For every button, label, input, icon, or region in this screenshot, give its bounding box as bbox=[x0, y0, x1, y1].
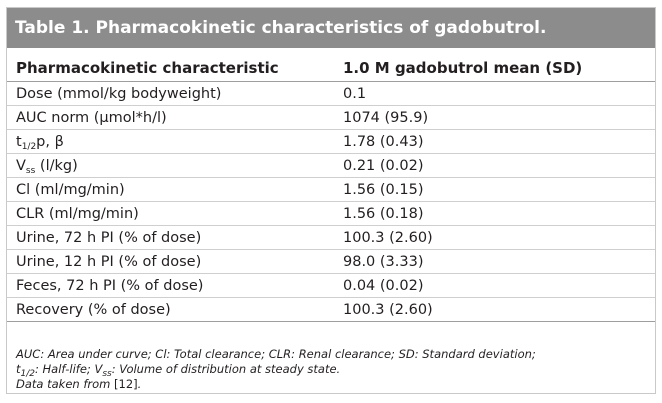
row-value: 0.21 (0.02) bbox=[334, 153, 655, 178]
footnote-source-end: . bbox=[137, 377, 142, 391]
row-label: Urine, 12 h PI (% of dose) bbox=[7, 249, 334, 274]
table-row: CLR (ml/mg/min) 1.56 (0.18) bbox=[7, 201, 655, 226]
row-label: AUC norm (µmol*h/l) bbox=[7, 105, 334, 130]
column-header-characteristic: Pharmacokinetic characteristic bbox=[7, 54, 334, 82]
table-row: t1/2p, β 1.78 (0.43) bbox=[7, 129, 655, 154]
row-value: 0.1 bbox=[334, 81, 655, 106]
footnote-t-subscript: 1/2 bbox=[20, 369, 35, 379]
table-frame: Table 1. Pharmacokinetic characteristics… bbox=[6, 7, 656, 394]
row-label-rest: (l/kg) bbox=[35, 157, 78, 174]
row-value: 0.04 (0.02) bbox=[334, 273, 655, 298]
row-label: Urine, 72 h PI (% of dose) bbox=[7, 225, 334, 250]
row-value: 1.56 (0.18) bbox=[334, 201, 655, 226]
row-label: t1/2p, β bbox=[7, 129, 334, 154]
footnote-end: : Volume of distribution at steady state… bbox=[111, 362, 341, 376]
footnote-v-subscript: ss bbox=[102, 369, 112, 379]
footnote-mid: : Half-life; V bbox=[35, 362, 103, 376]
footnote-t: t bbox=[16, 362, 21, 376]
table-row: Cl (ml/mg/min) 1.56 (0.15) bbox=[7, 177, 655, 202]
table-row: Urine, 72 h PI (% of dose) 100.3 (2.60) bbox=[7, 225, 655, 250]
row-label: Feces, 72 h PI (% of dose) bbox=[7, 273, 334, 298]
row-label: Cl (ml/mg/min) bbox=[7, 177, 334, 202]
row-label: Dose (mmol/kg bodyweight) bbox=[7, 81, 334, 106]
table-row: Recovery (% of dose) 100.3 (2.60) bbox=[7, 297, 655, 322]
row-value: 1.56 (0.15) bbox=[334, 177, 655, 202]
footnote-source-text: Data taken from bbox=[16, 377, 115, 391]
row-label: Vss (l/kg) bbox=[7, 153, 334, 178]
row-label-main: V bbox=[16, 157, 26, 174]
footnote-definitions: t1/2: Half-life; Vss: Volume of distribu… bbox=[16, 362, 646, 379]
row-label-subscript: 1/2 bbox=[21, 141, 37, 152]
row-label-main: t bbox=[16, 133, 22, 150]
row-value: 100.3 (2.60) bbox=[334, 225, 655, 250]
pharmacokinetics-table: Pharmacokinetic characteristic 1.0 M gad… bbox=[7, 54, 655, 322]
row-label-subscript: ss bbox=[25, 165, 36, 176]
row-label: Recovery (% of dose) bbox=[7, 297, 334, 322]
table-row: Dose (mmol/kg bodyweight) 0.1 bbox=[7, 81, 655, 106]
footnote-source: Data taken from [12]. bbox=[16, 377, 646, 392]
row-value: 100.3 (2.60) bbox=[334, 297, 655, 322]
table-row: AUC norm (µmol*h/l) 1074 (95.9) bbox=[7, 105, 655, 130]
footnote-abbreviations: AUC: Area under curve; Cl: Total clearan… bbox=[16, 347, 536, 361]
table-row: Vss (l/kg) 0.21 (0.02) bbox=[7, 153, 655, 178]
row-value: 1074 (95.9) bbox=[334, 105, 655, 130]
table-row: Feces, 72 h PI (% of dose) 0.04 (0.02) bbox=[7, 273, 655, 298]
table-footnotes: AUC: Area under curve; Cl: Total clearan… bbox=[16, 347, 646, 392]
row-value: 1.78 (0.43) bbox=[334, 129, 655, 154]
footnote-reference: [12] bbox=[114, 377, 138, 391]
row-label-rest: p, β bbox=[36, 133, 64, 150]
table-header-row: Pharmacokinetic characteristic 1.0 M gad… bbox=[7, 54, 655, 82]
row-label: CLR (ml/mg/min) bbox=[7, 201, 334, 226]
column-header-mean-sd: 1.0 M gadobutrol mean (SD) bbox=[334, 54, 655, 82]
row-value: 98.0 (3.33) bbox=[334, 249, 655, 274]
table-row: Urine, 12 h PI (% of dose) 98.0 (3.33) bbox=[7, 249, 655, 274]
table-title: Table 1. Pharmacokinetic characteristics… bbox=[7, 8, 655, 48]
